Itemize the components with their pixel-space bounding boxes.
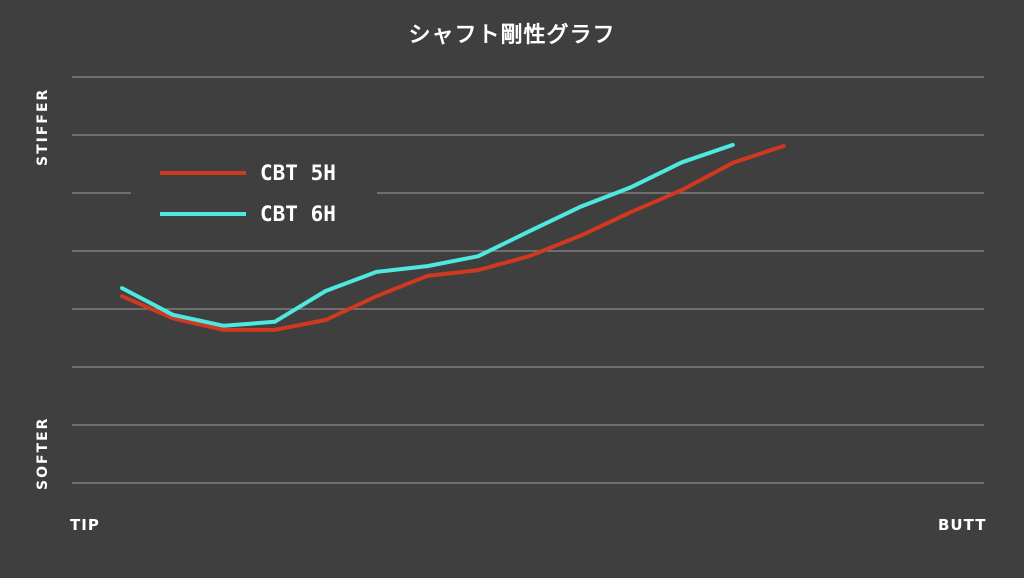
chart-title: シャフト剛性グラフ (408, 23, 616, 48)
series-line-cbt-5h (120, 144, 786, 332)
legend-item-cbt-6h: CBT 6H (160, 199, 336, 229)
legend: CBT 5H CBT 6H (131, 152, 377, 234)
legend-swatch-6h (160, 212, 246, 216)
series-line-cbt-6h (120, 142, 735, 328)
legend-swatch-5h (160, 171, 246, 175)
series-lines (120, 142, 786, 332)
legend-item-cbt-5h: CBT 5H (160, 158, 336, 188)
x-axis-label-butt: BUTT (938, 516, 987, 534)
legend-label: CBT 5H (260, 161, 336, 185)
y-axis-label-stiffer: STIFFER (35, 87, 51, 166)
gridlines (72, 76, 984, 484)
y-axis-label-softer: SOFTER (35, 416, 51, 490)
legend-label: CBT 6H (260, 202, 336, 226)
x-axis-label-tip: TIP (70, 516, 100, 534)
